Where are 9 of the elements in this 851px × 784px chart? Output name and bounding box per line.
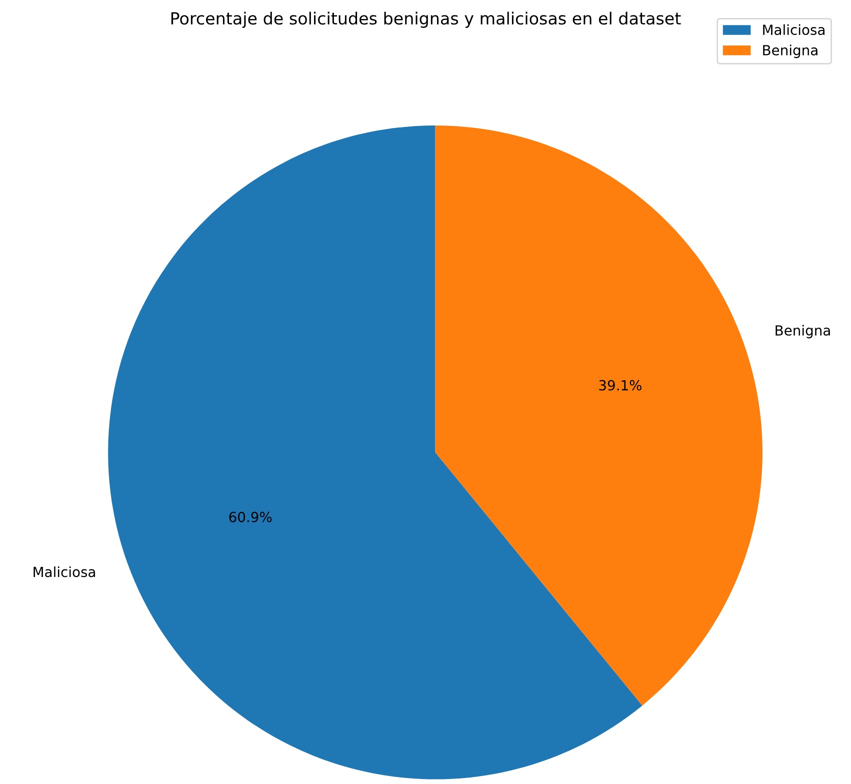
slice-label: Maliciosa xyxy=(34,566,95,578)
pie-slice xyxy=(435,125,762,706)
legend-label: Maliciosa xyxy=(763,24,824,36)
slice-label: Benigna xyxy=(776,324,830,338)
data-label: 39.1% xyxy=(599,380,642,391)
chart-title: Porcentaje de solicitudes benignas y maliciosas en el dataset xyxy=(171,12,681,28)
pie-slice xyxy=(108,125,642,780)
legend-label: Benigna xyxy=(763,44,818,58)
data-label: 60.9% xyxy=(229,512,272,522)
